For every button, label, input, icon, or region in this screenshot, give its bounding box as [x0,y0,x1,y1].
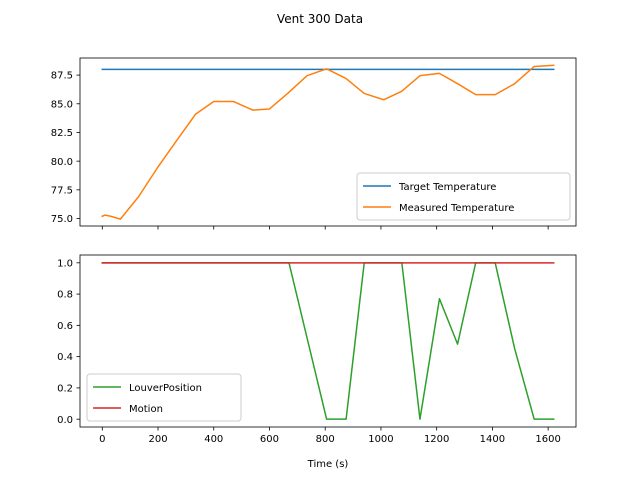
top-y-ticks: 75.0 77.5 80.0 82.5 85.0 87.5 [51,71,80,225]
x-axis-label: Time (s) [307,459,349,470]
legend-label: LouverPosition [129,383,202,394]
top-x-ticks [101,226,549,230]
y-tick-label: 0.2 [57,384,73,395]
y-tick-label: 0.8 [57,290,73,301]
legend-label: Measured Temperature [399,203,514,214]
x-tick-label: 600 [260,434,279,445]
legend-frame [356,172,571,221]
x-tick-label: 1600 [535,434,560,445]
bottom-axes: 0 200 400 600 800 1000 1200 1400 1600 0.00.20.40… [57,254,577,470]
series-line-measured-temperature [101,64,555,220]
bottom-legend: LouverPosition Motion [86,373,242,422]
top-axes: 75.0 77.5 80.0 82.5 85.0 87.5 Target Temperat… [51,57,577,230]
top-legend: Target Temperature Measured Temperature [356,172,571,221]
top-plot-lines [101,64,555,220]
y-tick-label: 80.0 [51,157,73,168]
y-tick-label: 1.0 [57,258,73,269]
y-tick-label: 0.0 [57,415,73,426]
legend-label: Target Temperature [398,182,496,193]
top-axes-border [79,57,577,227]
y-tick-label: 85.0 [51,99,73,110]
x-tick-label: 1400 [480,434,505,445]
top-axes-frame [79,57,577,227]
y-tick-label: 87.5 [51,71,73,82]
legend-label: Motion [129,404,163,415]
x-tick-label: 800 [316,434,335,445]
figure-title: Vent 300 Data [277,12,363,26]
x-tick-label: 0 [99,434,105,445]
x-tick-label: 200 [148,434,167,445]
x-tick-label: 1200 [424,434,449,445]
y-tick-label: 82.5 [51,128,73,139]
y-tick-label: 75.0 [51,214,73,225]
series-line-louverposition [101,262,555,420]
y-tick-label: 0.6 [57,321,73,332]
bottom-axes-frame [79,254,577,428]
bottom-y-ticks: 0.0 0.2 0.4 0.6 0.8 1.0 [57,258,80,426]
bottom-plot-lines [101,262,555,420]
legend-frame [86,373,242,422]
y-tick-label: 0.4 [57,352,73,363]
y-tick-label: 77.5 [51,185,73,196]
x-tick-label: 400 [204,434,223,445]
bottom-x-ticks: 0 200 400 600 800 1000 1200 1400 1600 [99,427,561,445]
x-tick-label: 1000 [368,434,393,445]
bottom-axes-border [79,254,577,428]
